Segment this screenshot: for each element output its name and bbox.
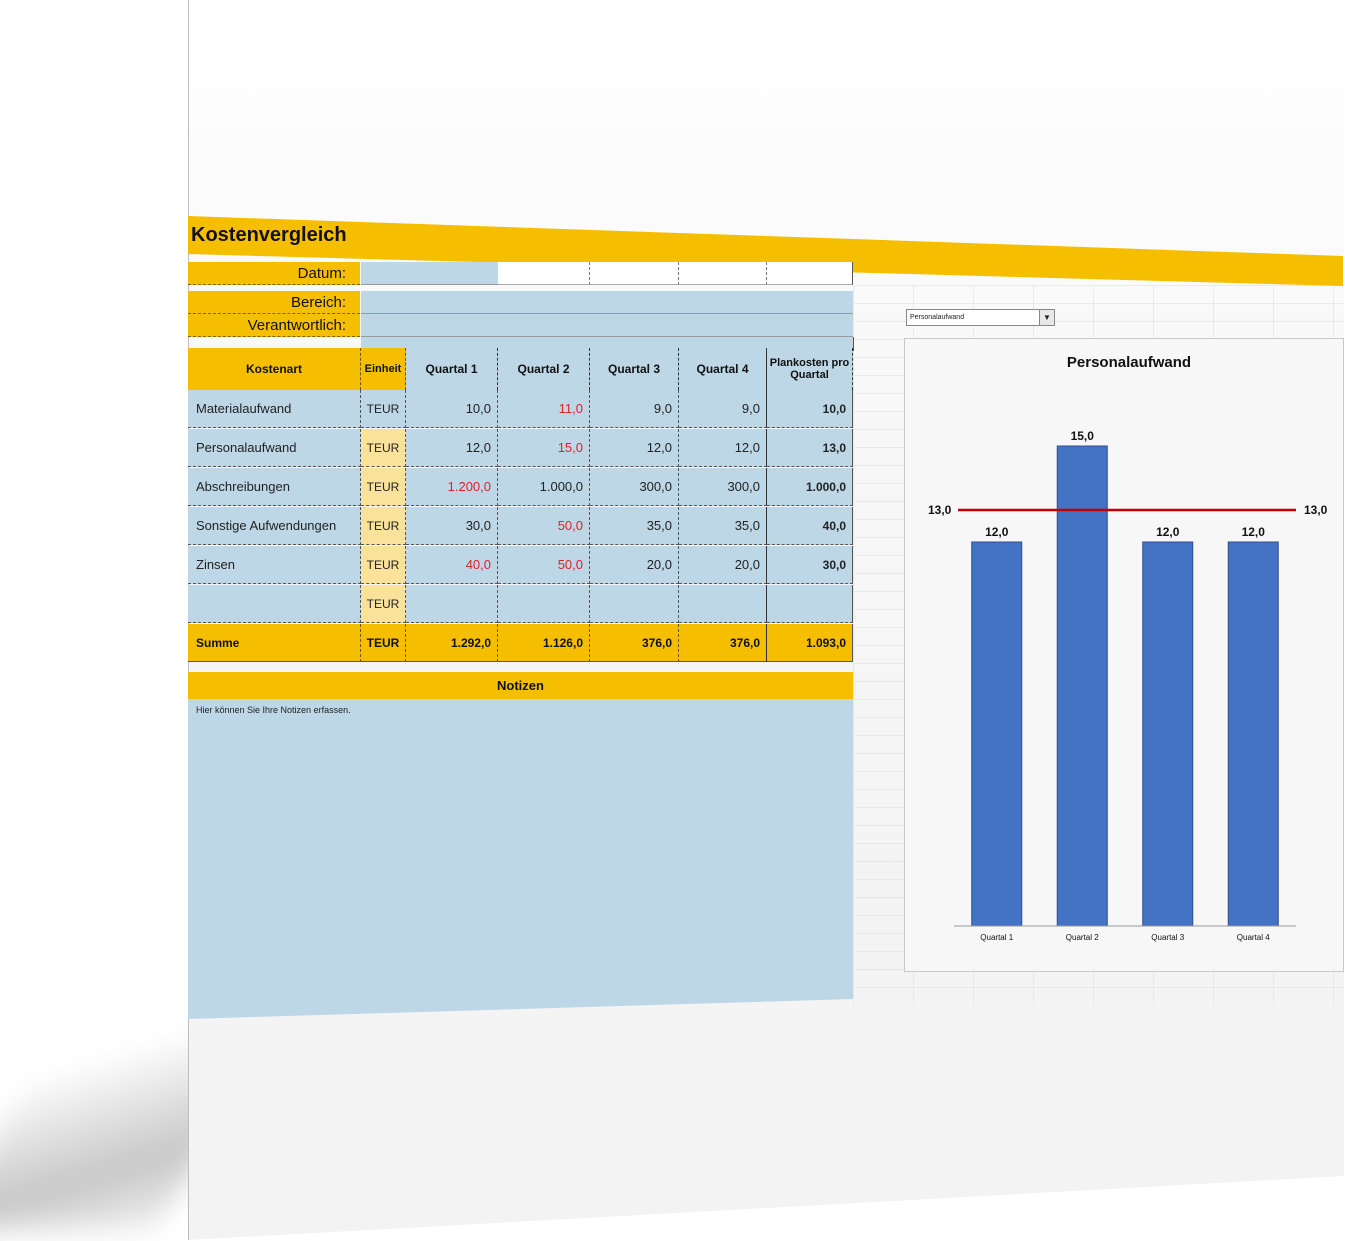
- page-title: Kostenvergleich: [191, 224, 347, 246]
- datum-label: Datum:: [188, 262, 360, 285]
- table-cell-name[interactable]: [188, 585, 361, 623]
- datum-field[interactable]: [361, 262, 498, 285]
- table-cell-name[interactable]: Zinsen: [188, 546, 361, 584]
- datum-cell-4[interactable]: [679, 262, 767, 285]
- chart-category-label: Quartal 3: [1151, 933, 1184, 942]
- table-cell-q1[interactable]: [406, 585, 498, 623]
- header-kostenart: Kostenart: [188, 348, 361, 390]
- table-cell-name[interactable]: Materialaufwand: [188, 390, 361, 428]
- chart-bar: [1227, 541, 1279, 927]
- table-cell-q3[interactable]: 20,0: [590, 546, 679, 584]
- chart-title: Personalaufwand: [1067, 354, 1191, 371]
- table-cell-q1[interactable]: 12,0: [406, 429, 498, 467]
- table-cell-unit[interactable]: TEUR: [361, 429, 406, 467]
- chart-bar-label: 12,0: [985, 525, 1009, 539]
- sum-cell-q4: 376,0: [679, 624, 767, 662]
- table-cell-q2[interactable]: [498, 585, 590, 623]
- table-cell-q3[interactable]: 12,0: [590, 429, 679, 467]
- chart-category-label: Quartal 4: [1237, 933, 1270, 942]
- table-cell-plan[interactable]: 30,0: [767, 546, 853, 584]
- table-cell-q1[interactable]: 40,0: [406, 546, 498, 584]
- category-select-value: Personalaufwand: [910, 314, 965, 321]
- header-quartal-4: Quartal 4: [679, 348, 767, 390]
- info-row-verantwortlich: Verantwortlich:: [188, 314, 853, 337]
- header-quartal-3: Quartal 3: [590, 348, 679, 390]
- table-cell-q1[interactable]: 1.200,0: [406, 468, 498, 506]
- table-cell-plan[interactable]: 10,0: [767, 390, 853, 428]
- sum-cell-name: Summe: [188, 624, 361, 662]
- header-einheit: Einheit: [361, 348, 406, 390]
- table-cell-q4[interactable]: 12,0: [679, 429, 767, 467]
- bereich-field[interactable]: [361, 291, 853, 314]
- chart-category-label: Quartal 2: [1066, 933, 1099, 942]
- chart-category-label: Quartal 1: [980, 933, 1013, 942]
- table-cell-q2[interactable]: 1.000,0: [498, 468, 590, 506]
- verantwortlich-field[interactable]: [361, 314, 853, 337]
- table-cell-name[interactable]: Personalaufwand: [188, 429, 361, 467]
- table-cell-q3[interactable]: 35,0: [590, 507, 679, 545]
- table-cell-q4[interactable]: 35,0: [679, 507, 767, 545]
- table-cell-name[interactable]: Sonstige Aufwendungen: [188, 507, 361, 545]
- datum-cell-3[interactable]: [590, 262, 679, 285]
- table-cell-unit[interactable]: TEUR: [361, 546, 406, 584]
- chart-plan-label-right: 13,0: [1304, 503, 1328, 517]
- chart-bar: [971, 541, 1023, 927]
- table-cell-q4[interactable]: 20,0: [679, 546, 767, 584]
- info-spacer: [361, 337, 854, 351]
- chart-bar-label: 15,0: [1071, 429, 1095, 443]
- table-cell-q3[interactable]: [590, 585, 679, 623]
- table-cell-plan[interactable]: 1.000,0: [767, 468, 853, 506]
- bereich-label: Bereich:: [188, 291, 360, 314]
- chart-bar: [1142, 541, 1194, 927]
- table-cell-plan[interactable]: 40,0: [767, 507, 853, 545]
- table-cell-plan[interactable]: 13,0: [767, 429, 853, 467]
- table-cell-unit[interactable]: TEUR: [361, 585, 406, 623]
- info-row-bereich: Bereich:: [188, 291, 853, 314]
- table-cell-plan[interactable]: [767, 585, 853, 623]
- verantwortlich-label: Verantwortlich:: [188, 314, 360, 337]
- notes-textarea[interactable]: [188, 699, 853, 1019]
- header-plankosten: Plankosten pro Quartal: [767, 348, 853, 390]
- table-cell-q4[interactable]: 9,0: [679, 390, 767, 428]
- table-cell-unit[interactable]: TEUR: [361, 507, 406, 545]
- table-cell-q4[interactable]: [679, 585, 767, 623]
- table-cell-name[interactable]: Abschreibungen: [188, 468, 361, 506]
- table-cell-q1[interactable]: 30,0: [406, 507, 498, 545]
- sum-cell-q1: 1.292,0: [406, 624, 498, 662]
- sum-cell-q2: 1.126,0: [498, 624, 590, 662]
- header-quartal-2: Quartal 2: [498, 348, 590, 390]
- chevron-down-icon[interactable]: ▼: [1039, 310, 1054, 325]
- table-cell-q1[interactable]: 10,0: [406, 390, 498, 428]
- table-cell-q2[interactable]: 11,0: [498, 390, 590, 428]
- table-cell-q4[interactable]: 300,0: [679, 468, 767, 506]
- notes-header: Notizen: [188, 672, 853, 700]
- table-cell-q2[interactable]: 50,0: [498, 546, 590, 584]
- table-cell-unit[interactable]: TEUR: [361, 468, 406, 506]
- sum-cell-q3: 376,0: [590, 624, 679, 662]
- table-cell-unit[interactable]: TEUR: [361, 390, 406, 428]
- table-cell-q3[interactable]: 9,0: [590, 390, 679, 428]
- table-cell-q3[interactable]: 300,0: [590, 468, 679, 506]
- chart-plan-label-left: 13,0: [928, 503, 952, 517]
- chart-bar-label: 12,0: [1242, 525, 1266, 539]
- datum-cell-5[interactable]: [767, 262, 853, 285]
- chart-bar: [1056, 445, 1108, 927]
- datum-cell-2[interactable]: [498, 262, 590, 285]
- notes-text: Hier können Sie Ihre Notizen erfassen.: [196, 705, 351, 715]
- table-cell-q2[interactable]: 15,0: [498, 429, 590, 467]
- chart-bar-label: 12,0: [1156, 525, 1180, 539]
- info-row-datum: Datum:: [188, 262, 853, 285]
- sum-cell-plan: 1.093,0: [767, 624, 853, 662]
- header-quartal-1: Quartal 1: [406, 348, 498, 390]
- category-select[interactable]: Personalaufwand ▼: [906, 309, 1055, 326]
- sum-cell-unit: TEUR: [361, 624, 406, 662]
- bar-chart: Personalaufwand 12,0 Quartal 1 15,0 Quartal …: [928, 354, 1328, 942]
- table-cell-q2[interactable]: 50,0: [498, 507, 590, 545]
